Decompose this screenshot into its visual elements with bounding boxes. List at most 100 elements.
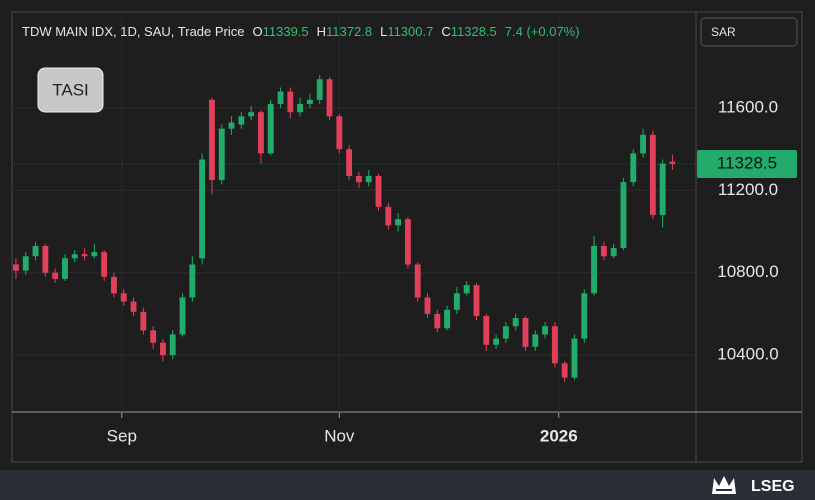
candle-body xyxy=(336,116,343,150)
candle-body xyxy=(169,334,176,356)
candle-body xyxy=(316,79,323,100)
candle-body xyxy=(414,264,421,298)
candle-body xyxy=(199,159,206,259)
header: TDW MAIN IDX, 1D, SAU, Trade Price O11339… xyxy=(22,24,580,39)
candle-body xyxy=(287,91,294,113)
last-price-label: 11328.5 xyxy=(717,153,777,172)
candle-body xyxy=(13,264,19,271)
candle-body xyxy=(532,334,539,347)
candle-body xyxy=(512,317,519,327)
candle-body xyxy=(453,293,460,310)
candles xyxy=(13,75,676,382)
candle-body xyxy=(140,311,147,331)
candle-body xyxy=(130,301,137,312)
candle-body xyxy=(150,330,157,343)
candle-body xyxy=(355,175,362,183)
candle-body xyxy=(101,252,108,277)
y-tick-label: 10400.0 xyxy=(717,345,778,364)
candle-body xyxy=(62,258,68,279)
y-tick-label: 11200.0 xyxy=(718,180,778,199)
candle-body xyxy=(434,313,441,329)
symbol-label: TASI xyxy=(52,80,89,99)
candle-body xyxy=(267,103,274,154)
header-title: TDW MAIN IDX, 1D, SAU, Trade Price xyxy=(22,24,245,39)
candle-body xyxy=(22,256,29,271)
candle-body xyxy=(326,79,333,117)
close-value: 11328.5 xyxy=(451,24,497,39)
candle-body xyxy=(600,245,607,257)
candle-body xyxy=(395,219,402,226)
last-price-box xyxy=(697,149,797,178)
candle-body xyxy=(404,219,411,265)
candle-body xyxy=(120,293,127,302)
candle-body xyxy=(610,248,617,257)
candle-body xyxy=(522,317,529,347)
candle-body xyxy=(463,285,470,294)
ohlc-letter: L xyxy=(380,24,387,39)
y-tick-label: 10800.0 xyxy=(717,262,778,281)
candle-body xyxy=(483,315,490,345)
candle-body xyxy=(581,293,588,339)
candle-body xyxy=(297,103,304,113)
candle-body xyxy=(91,252,98,257)
change-value: 7.4 (+0.07%) xyxy=(505,24,580,39)
candle-body xyxy=(346,149,353,176)
high-value: 11372.8 xyxy=(326,24,372,39)
candle-body xyxy=(669,161,676,164)
candle-body xyxy=(42,245,49,273)
candle-body xyxy=(248,112,255,117)
candle-body xyxy=(71,254,78,259)
candle-body xyxy=(620,182,627,249)
candle-body xyxy=(218,128,225,181)
ohlc-letter: O xyxy=(253,24,263,39)
candle-body xyxy=(238,116,245,125)
frame xyxy=(11,11,803,463)
open-value: 11339.5 xyxy=(263,24,309,39)
brand-name: LSEG xyxy=(751,478,795,495)
candle-body xyxy=(571,338,578,378)
candle-body xyxy=(444,309,451,329)
symbol-button[interactable] xyxy=(37,67,104,113)
low-value: 11300.7 xyxy=(387,24,433,39)
ohlc-letter: H xyxy=(317,24,326,39)
candle-body xyxy=(424,297,431,314)
grid xyxy=(12,12,696,412)
candle-body xyxy=(306,99,313,104)
x-tick-label: Nov xyxy=(324,426,355,445)
ohlc-letter: C xyxy=(441,24,450,39)
candle-body xyxy=(208,99,215,181)
candle-body xyxy=(228,122,235,129)
candle-body xyxy=(111,276,117,294)
candle-body xyxy=(502,326,509,339)
candle-body xyxy=(551,326,558,364)
candle-body xyxy=(493,338,500,345)
candle-body xyxy=(640,134,647,154)
candle-body xyxy=(189,264,196,298)
candle-body xyxy=(473,285,480,316)
candle-body xyxy=(365,175,372,183)
candle-body xyxy=(257,112,264,154)
candle-body xyxy=(561,363,568,378)
currency-box[interactable] xyxy=(700,17,798,47)
y-tick-label: 11600.0 xyxy=(718,98,778,117)
candle-body xyxy=(542,326,549,335)
footer-band xyxy=(0,470,815,500)
candle-body xyxy=(277,91,284,104)
candle-body xyxy=(32,245,39,257)
candle-body xyxy=(52,272,59,279)
candle-body xyxy=(179,297,186,335)
brand-logo xyxy=(712,476,736,494)
candle-body xyxy=(659,163,666,216)
candle-body xyxy=(649,134,656,216)
candle-body xyxy=(375,175,382,207)
candle-body xyxy=(630,153,637,183)
candle-body xyxy=(81,254,88,257)
currency-label: SAR xyxy=(711,25,736,39)
candle-body xyxy=(591,245,598,294)
x-tick-label: 2026 xyxy=(540,426,578,445)
candle-body xyxy=(159,342,166,356)
candle-body xyxy=(385,206,392,226)
x-tick-label: Sep xyxy=(107,426,137,445)
